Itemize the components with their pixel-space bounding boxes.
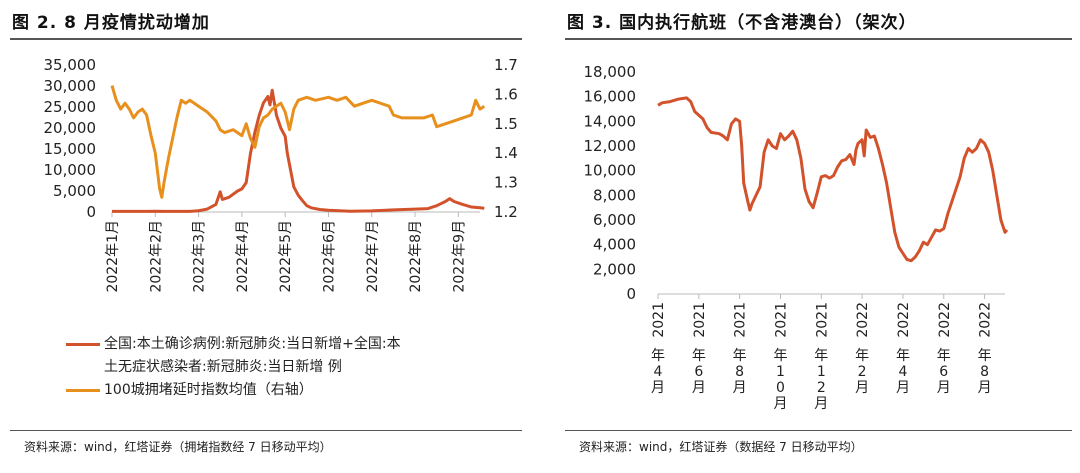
footer-divider-left [10,430,522,431]
source-note-right: 资料来源：wind，红塔证券（数据经 7 日移动平均） [579,440,863,454]
legend-swatch-cases [66,342,100,346]
series-line-congestion [110,85,486,199]
x-tick-label-left: 2022年5月 [278,220,294,293]
y-left-tick-label: 15,000 [44,140,97,158]
x-tick-label-left: 2022年9月 [451,220,467,293]
x-tick-label-left: 2022年7月 [365,220,381,293]
y-left-tick-label: 0 [86,203,96,221]
y-right-tick-label: 1.6 [494,85,518,103]
legend-label-congestion: 100城拥堵延时指数均值（右轴） [104,382,313,398]
chart-title-right: 图 3. 国内执行航班（不含港澳台）（架次） [567,13,917,33]
series-line-flights [657,96,1009,263]
panel-domestic-flights: 图 3. 国内执行航班（不含港澳台）（架次） 0 2,000 4,000 6,000 8… [555,0,1080,473]
legend-item-congestion: 100城拥堵延时指数均值（右轴） [66,379,313,399]
footer-divider-right [565,430,1072,431]
y-tick-label-right: 12,000 [584,137,637,155]
y-tick-label-right: 18,000 [584,63,637,81]
x-tick-label-left: 2022年6月 [321,220,337,293]
y-tick-label-right: 14,000 [584,112,637,130]
y-left-tick-label: 10,000 [44,161,97,179]
legend-item-cases: 全国:本土确诊病例:新冠肺炎:当日新增+全国:本 [66,333,401,353]
y-right-tick-label: 1.4 [494,144,518,162]
title-divider-left [10,38,522,40]
x-tick-label-year: 2022 [896,302,912,338]
y-tick-label-right: 6,000 [593,211,636,229]
x-tick-label-left: 2022年4月 [235,220,251,293]
series-line-cases [112,88,485,213]
legend-label-cases-line2: 土无症状感染者:新冠肺炎:当日新增 例 [104,359,342,375]
y-tick-label-right: 10,000 [584,162,637,180]
y-left-tick-label: 30,000 [44,77,97,95]
y-tick-label-right: 2,000 [593,260,636,278]
x-tick-label-year: 2021 [733,302,749,338]
x-tick-label-year: 2022 [937,302,953,338]
x-tick-label-year: 2021 [692,302,708,338]
legend-label-cases-line1: 全国:本土确诊病例:新冠肺炎:当日新增+全国:本 [104,336,401,352]
x-tick-label-left: 2022年3月 [192,220,208,293]
x-tick-label-year: 2021 [651,302,667,338]
y-left-tick-label: 5,000 [53,182,96,200]
x-tick-label-year: 2022 [978,302,994,338]
y-tick-label-right: 4,000 [593,236,636,254]
y-tick-label-right: 0 [626,285,636,303]
chart-right: 0 2,000 4,000 6,000 8,000 10,000 12,000 14,000 1… [584,63,1009,412]
x-tick-label-year: 2021 [773,302,789,338]
y-tick-label-right: 16,000 [584,88,637,106]
panel-epidemic-congestion: 图 2. 8 月疫情扰动增加 0 5,000 10,000 15,000 20,000 2… [0,0,530,473]
x-tick-label-left: 2022年2月 [148,220,164,293]
y-left-tick-label: 20,000 [44,119,97,137]
chart-left: 0 5,000 10,000 15,000 20,000 25,000 30,000 35,0… [44,56,518,293]
y-right-tick-label: 1.3 [494,174,518,192]
x-tick-label-year: 2022 [855,302,871,338]
title-divider-right [565,38,1072,40]
x-tick-label-left: 2022年1月 [105,220,121,293]
y-tick-label-right: 8,000 [593,186,636,204]
chart-title-left: 图 2. 8 月疫情扰动增加 [12,13,210,33]
source-note-left: 资料来源：wind，红塔证券（拥堵指数经 7 日移动平均） [24,440,332,454]
legend-item-cases-cont: 土无症状感染者:新冠肺炎:当日新增 例 [104,356,342,376]
y-left-tick-label: 25,000 [44,98,97,116]
legend-swatch-congestion [66,388,100,392]
y-right-tick-label: 1.7 [494,56,518,74]
y-right-tick-label: 1.5 [494,115,518,133]
y-right-tick-label: 1.2 [494,203,518,221]
y-left-tick-label: 35,000 [44,56,97,74]
x-tick-label-year: 2021 [814,302,830,338]
x-tick-label-left: 2022年8月 [408,220,424,293]
